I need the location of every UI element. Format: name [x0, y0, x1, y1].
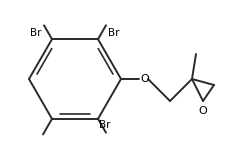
Text: Br: Br [108, 28, 119, 38]
Text: Br: Br [99, 120, 111, 130]
Text: O: O [140, 74, 149, 84]
Text: Br: Br [31, 28, 42, 38]
Text: O: O [199, 106, 207, 116]
